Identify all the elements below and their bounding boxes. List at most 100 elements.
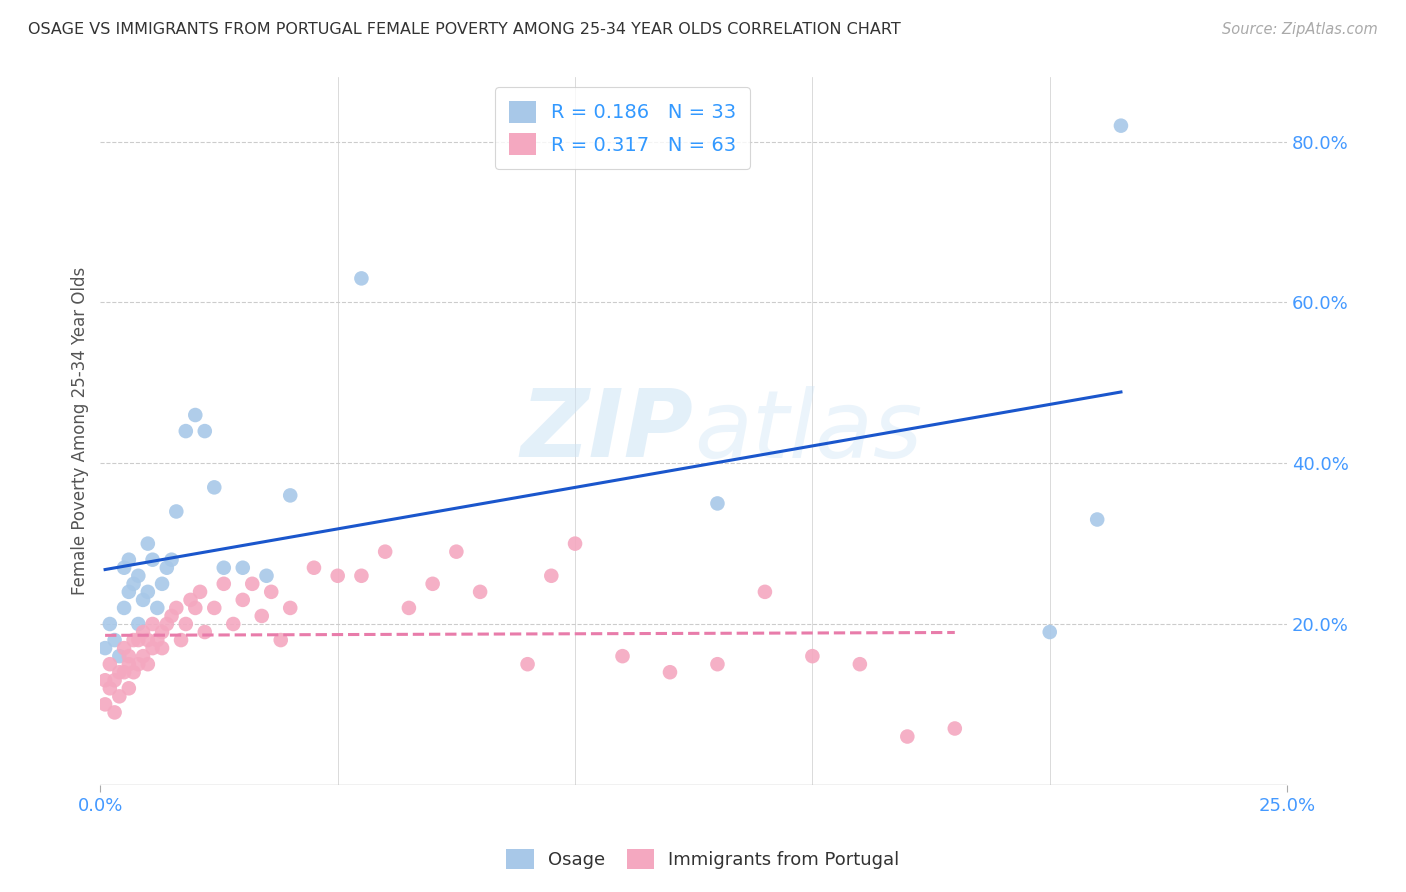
Point (232, 593, 254, 607)
Point (165, 504, 187, 518)
Text: ZIP: ZIP (520, 385, 693, 477)
Point (136, 657, 159, 672)
Point (112, 601, 135, 615)
Point (1085, 512, 1108, 526)
Point (278, 488, 301, 502)
Point (118, 585, 141, 599)
Point (801, 649, 824, 664)
Point (180, 593, 202, 607)
Point (240, 576, 263, 591)
Point (118, 649, 141, 664)
Point (250, 609, 273, 624)
Point (165, 601, 187, 615)
Point (194, 424, 217, 438)
Point (612, 649, 634, 664)
Point (160, 609, 183, 624)
Point (706, 657, 728, 672)
Point (104, 706, 127, 720)
Point (98, 681, 121, 696)
Point (150, 641, 173, 656)
Point (174, 424, 197, 438)
Point (112, 665, 135, 680)
Point (516, 657, 538, 672)
Point (232, 560, 254, 574)
Point (127, 633, 149, 648)
Point (188, 585, 211, 599)
Point (122, 576, 145, 591)
Point (398, 601, 420, 615)
Point (156, 560, 179, 574)
Text: OSAGE VS IMMIGRANTS FROM PORTUGAL FEMALE POVERTY AMONG 25-34 YEAR OLDS CORRELATI: OSAGE VS IMMIGRANTS FROM PORTUGAL FEMALE… (28, 22, 901, 37)
Point (174, 617, 197, 632)
Text: atlas: atlas (693, 385, 922, 476)
Point (112, 560, 135, 574)
Point (540, 568, 562, 582)
Point (160, 552, 183, 566)
Point (446, 544, 468, 558)
Point (132, 625, 155, 640)
Point (136, 585, 159, 599)
Point (202, 601, 225, 615)
Point (112, 641, 135, 656)
Point (1039, 625, 1062, 640)
Point (122, 665, 145, 680)
Point (136, 536, 159, 550)
Point (127, 617, 149, 632)
Point (142, 617, 165, 632)
Point (212, 576, 235, 591)
Point (326, 568, 349, 582)
Text: Source: ZipAtlas.com: Source: ZipAtlas.com (1222, 22, 1378, 37)
Point (350, 271, 373, 285)
Point (184, 601, 207, 615)
Point (170, 633, 193, 648)
Point (212, 560, 235, 574)
Point (122, 633, 145, 648)
Legend: R = 0.186   N = 33, R = 0.317   N = 63: R = 0.186 N = 33, R = 0.317 N = 63 (495, 87, 749, 169)
Point (146, 633, 169, 648)
Point (108, 665, 131, 680)
Point (108, 649, 131, 664)
Point (150, 625, 173, 640)
Point (108, 690, 131, 704)
Point (564, 536, 586, 550)
Point (270, 633, 292, 648)
Point (222, 617, 245, 632)
Point (256, 568, 278, 582)
Point (260, 585, 283, 599)
Point (374, 544, 396, 558)
Point (104, 673, 127, 688)
Point (302, 560, 325, 574)
Point (350, 568, 373, 582)
Point (104, 633, 127, 648)
Point (849, 657, 872, 672)
Point (94, 698, 117, 712)
Point (150, 576, 173, 591)
Y-axis label: Female Poverty Among 25-34 Year Olds: Female Poverty Among 25-34 Year Olds (72, 267, 89, 595)
Point (706, 496, 728, 510)
Point (98, 617, 121, 632)
Point (132, 649, 155, 664)
Point (146, 601, 169, 615)
Point (659, 665, 682, 680)
Point (142, 552, 165, 566)
Point (98, 657, 121, 672)
Point (127, 568, 149, 582)
Point (194, 625, 217, 640)
Legend: Osage, Immigrants from Portugal: Osage, Immigrants from Portugal (498, 839, 908, 879)
Point (468, 585, 491, 599)
Point (422, 576, 444, 591)
Point (94, 641, 117, 656)
Point (118, 657, 141, 672)
Point (127, 657, 149, 672)
Point (142, 641, 165, 656)
Point (943, 722, 966, 736)
Point (278, 601, 301, 615)
Point (184, 408, 207, 422)
Point (118, 552, 141, 566)
Point (1109, 119, 1132, 133)
Point (136, 633, 159, 648)
Point (896, 730, 918, 744)
Point (94, 673, 117, 688)
Point (132, 593, 155, 607)
Point (118, 681, 141, 696)
